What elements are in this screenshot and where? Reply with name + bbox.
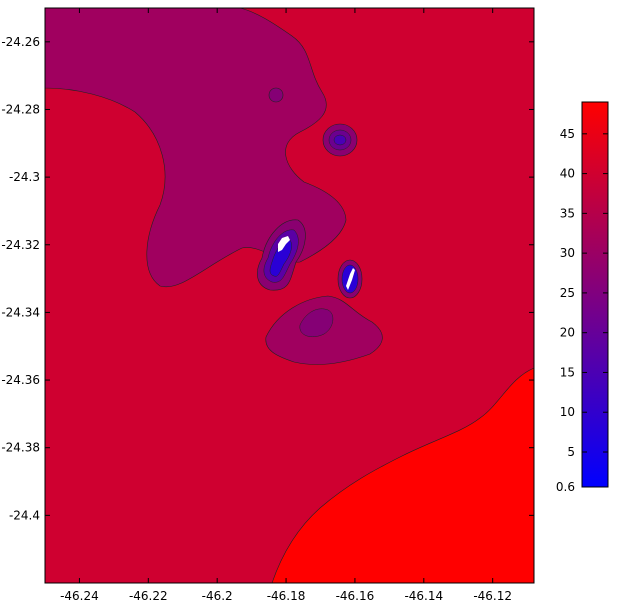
x-tick-label: -46.12 (473, 589, 512, 603)
contour-region-south-lobe-inner (299, 308, 334, 337)
contour-region-small-spot (268, 87, 284, 103)
x-tick-label: -46.2 (202, 589, 233, 603)
colorbar-tick-label: 0.6 (556, 480, 575, 494)
y-tick-label: -24.38 (1, 441, 40, 455)
contour-region-nw-plume (45, 8, 347, 288)
y-tick-label: -24.32 (1, 238, 40, 252)
y-tick-label: -24.34 (1, 305, 40, 319)
plot-frame (44, 7, 535, 584)
colorbar-tick-label: 25 (560, 286, 575, 300)
colorbar-gradient (581, 101, 609, 488)
colorbar-tick-label: 5 (567, 445, 575, 459)
colorbar-tick-label: 10 (560, 405, 575, 419)
colorbar-tick-label: 35 (560, 206, 575, 220)
x-tick-label: -46.22 (129, 589, 168, 603)
y-tick-label: -24.36 (1, 373, 40, 387)
y-tick-label: -24.28 (1, 102, 40, 116)
hotspot-left-core (278, 236, 290, 252)
contour-region-se-sea (271, 367, 534, 583)
y-axis: -24.26 -24.28 -24.3 -24.32 -24.34 -24.36 -24.3… (1, 35, 534, 522)
colorbar: 0.6 5 10 15 20 25 30 35 40 45 (556, 101, 609, 494)
x-tick-label: -46.18 (267, 589, 306, 603)
colorbar-tick-label: 30 (560, 246, 575, 260)
y-tick-label: -24.4 (9, 508, 40, 522)
x-axis: -46.24 -46.22 -46.2 -46.18 -46.16 -46.14 -46.1… (60, 8, 512, 603)
colorbar-tick-label: 20 (560, 326, 575, 340)
y-tick-label: -24.3 (9, 170, 40, 184)
hotspot-right-core (346, 268, 355, 290)
hotspot-north-ring-3 (333, 134, 347, 146)
colorbar-tick-label: 40 (560, 167, 575, 181)
x-tick-label: -46.16 (336, 589, 375, 603)
y-tick-label: -24.26 (1, 35, 40, 49)
x-tick-label: -46.24 (60, 589, 99, 603)
contour-fill-group (45, 8, 534, 583)
colorbar-tick-label: 45 (560, 127, 575, 141)
colorbar-tick-label: 15 (560, 365, 575, 379)
x-tick-label: -46.14 (404, 589, 443, 603)
